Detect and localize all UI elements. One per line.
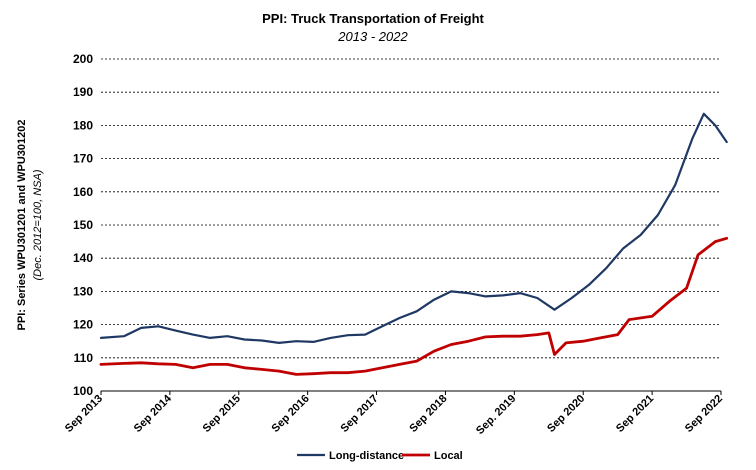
y-tick-label-180: 180: [73, 118, 93, 132]
y-tick-label-160: 160: [73, 185, 93, 199]
y-axis-title: PPI: Series WPU301201 and WPU301202 (Dec…: [16, 120, 44, 331]
y-tick-label-110: 110: [74, 351, 94, 365]
x-tick-label-2: Sep 2015: [201, 393, 243, 435]
x-tick-label-8: Sep 2021: [614, 393, 656, 435]
y-tick-label-190: 190: [73, 85, 93, 99]
x-tick-label-7: Sep 2020: [545, 393, 587, 435]
y-tick-label-140: 140: [73, 251, 93, 265]
y-tick-label-100: 100: [73, 384, 93, 398]
gridlines: [101, 58, 721, 359]
chart-subtitle: 2013 - 2022: [337, 29, 408, 44]
y-axis-label: PPI: Series WPU301201 and WPU301202: [16, 120, 28, 331]
x-tick-label-1: Sep 2014: [132, 392, 175, 435]
y-tick-label-170: 170: [73, 152, 93, 166]
series-lines: [99, 112, 729, 376]
y-tick-label-130: 130: [73, 284, 93, 298]
x-tick-label-4: Sep 2017: [338, 393, 380, 435]
x-tick-label-9: Sep 2022: [683, 393, 725, 435]
series-line-long-distance: [99, 112, 728, 344]
x-tick-label-5: Sep 2018: [407, 393, 449, 435]
x-tick-label-6: Sep. 2019: [474, 393, 518, 437]
chart-title: PPI: Truck Transportation of Freight: [262, 11, 484, 26]
y-tick-label-120: 120: [73, 318, 93, 332]
y-tick-label-200: 200: [73, 52, 93, 66]
series-line-local: [99, 236, 729, 376]
x-tick-label-3: Sep 2016: [270, 393, 312, 435]
x-tick-label-0: Sep 2013: [63, 393, 105, 435]
legend-label-local: Local: [434, 450, 463, 462]
legend: Long-distance Local: [297, 450, 463, 462]
y-tick-label-150: 150: [73, 218, 93, 232]
legend-label-long-distance: Long-distance: [329, 450, 404, 462]
x-tick-labels: Sep 2013 Sep 2014 Sep 2015 Sep 2016 Sep 2017…: [63, 391, 725, 437]
y-axis-sublabel: (Dec. 2012=100, NSA): [32, 169, 44, 280]
y-tick-labels: 100 110 120 130 140 150 160 170 180 190 200: [73, 52, 93, 398]
